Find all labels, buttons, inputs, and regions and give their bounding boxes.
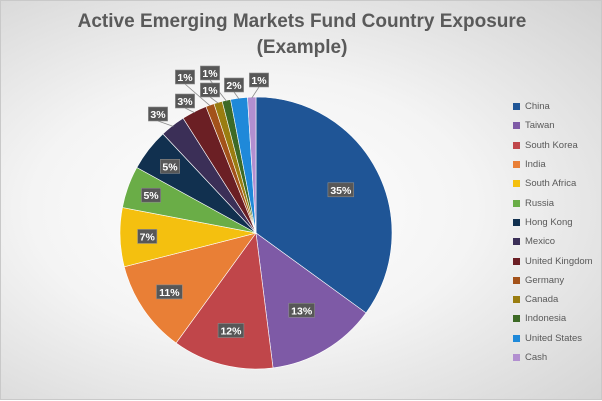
data-label-germany: 1% [175,69,195,85]
data-label-canada: 1% [200,82,220,98]
legend-swatch [513,218,520,226]
legend-item-mexico: Mexico [513,232,599,251]
svg-text:1%: 1% [202,85,218,97]
svg-text:3%: 3% [177,96,193,108]
chart-title-line1: Active Emerging Markets Fund Country Exp… [77,11,527,32]
svg-text:3%: 3% [150,109,166,121]
legend-swatch [513,334,520,342]
legend-swatch [513,199,520,207]
leader-line-united-states [233,91,240,100]
legend-label: Hong Kong [525,216,573,228]
legend-label: Canada [525,294,559,306]
legend-swatch [513,354,520,361]
data-label-taiwan: 13% [288,302,315,318]
svg-text:12%: 12% [220,325,242,337]
legend-item-canada: Canada [513,290,599,309]
data-label-cash: 1% [249,72,269,88]
svg-text:1%: 1% [202,68,218,80]
svg-text:5%: 5% [143,190,159,202]
svg-text:1%: 1% [251,75,267,87]
pie-slice-india [123,232,257,344]
legend-label: India [525,159,546,171]
legend-item-cash: Cash [513,348,599,367]
pie-slice-taiwan [255,232,367,369]
legend-item-china: China [513,97,599,116]
data-label-south-korea: 12% [217,323,245,338]
data-label-russia: 5% [141,187,161,203]
legend-swatch [513,296,520,304]
legend-item-india: India [513,155,599,174]
data-label-indonesia: 1% [200,65,220,81]
svg-text:11%: 11% [159,287,180,299]
data-label-united-states: 2% [224,77,244,93]
pie-slice-south-korea [175,232,274,370]
data-label-united-kingdom: 3% [175,93,195,109]
legend-item-united-states: United States [513,329,599,348]
legend-swatch [513,103,520,111]
legend: China Taiwan South Korea India South Africa R… [513,97,599,367]
data-label-south-africa: 7% [137,229,158,244]
legend-label: Indonesia [525,313,567,325]
chart-title-line2: (Example) [256,37,348,58]
leader-line-mexico [157,120,174,127]
chart-title: Active Emerging Markets Fund Country Exp… [1,9,602,61]
data-label-china: 35% [327,182,355,198]
legend-item-taiwan: Taiwan [513,116,599,135]
legend-label: United States [525,332,583,344]
legend-item-united-kingdom: United Kingdom [513,251,599,270]
legend-label: United Kingdom [525,255,593,267]
legend-item-hong-kong: Hong Kong [513,213,599,232]
leader-line-cash [251,86,260,99]
legend-item-south-korea: South Korea [513,136,599,155]
legend-swatch [513,257,520,265]
svg-text:1%: 1% [177,72,193,84]
svg-text:2%: 2% [226,80,242,92]
pie-slice-china [255,96,393,314]
legend-swatch [513,141,520,149]
legend-label: Mexico [525,236,556,248]
legend-swatch [513,276,520,284]
legend-label: Russia [525,197,555,209]
legend-item-south-africa: South Africa [513,174,599,193]
legend-swatch [513,238,520,246]
pie-slice-cash [247,96,257,234]
data-label-hong-kong: 5% [160,159,180,174]
legend-label: South Africa [525,178,577,190]
leader-line-united-kingdom [184,107,195,114]
legend-swatch [513,161,520,169]
leader-line-germany [184,83,211,107]
legend-label: China [525,101,550,113]
svg-text:7%: 7% [140,231,156,243]
data-label-india: 11% [156,284,183,300]
data-label-mexico: 3% [148,106,168,122]
svg-text:13%: 13% [291,305,313,317]
legend-item-russia: Russia [513,193,599,212]
legend-item-indonesia: Indonesia [513,309,599,328]
leader-line-canada [209,96,219,104]
legend-label: Taiwan [525,120,555,132]
legend-label: South Korea [525,139,578,151]
svg-text:35%: 35% [330,185,352,197]
legend-item-germany: Germany [513,271,599,290]
svg-text:5%: 5% [162,161,178,173]
legend-label: Germany [525,274,565,286]
legend-swatch [513,315,520,323]
legend-swatch [513,122,520,130]
legend-label: Cash [525,352,548,363]
legend-swatch [513,180,520,188]
